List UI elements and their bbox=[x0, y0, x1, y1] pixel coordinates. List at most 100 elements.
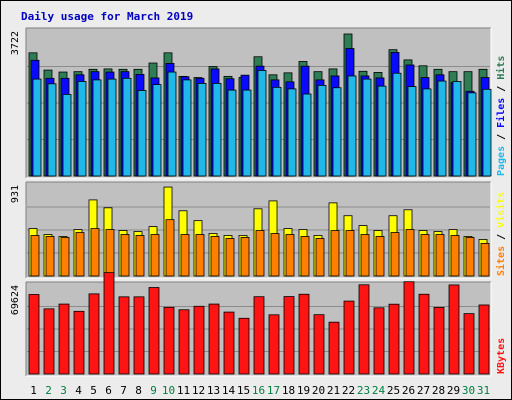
x-tick-label-day-31: 31 bbox=[477, 384, 490, 397]
x-tick-label-day-11: 11 bbox=[177, 384, 190, 397]
bar-sites-day-28 bbox=[435, 234, 445, 277]
bar-sites-day-2 bbox=[45, 236, 55, 277]
bar-kbytes-day-19 bbox=[298, 293, 310, 375]
bar-sites-day-1 bbox=[30, 235, 40, 277]
x-tick-label-day-1: 1 bbox=[30, 384, 37, 397]
bar-sites-day-11 bbox=[180, 234, 190, 277]
chart-title: Daily usage for March 2019 bbox=[21, 10, 193, 23]
bar-pages-day-26 bbox=[407, 86, 417, 177]
bar-pages-day-16 bbox=[257, 70, 267, 177]
x-tick-label-day-29: 29 bbox=[447, 384, 460, 397]
bar-kbytes-day-6 bbox=[103, 272, 115, 375]
bar-kbytes-day-13 bbox=[208, 303, 220, 375]
bar-kbytes-day-4 bbox=[73, 310, 85, 375]
legend-visits_sites: Sites / Visits bbox=[495, 192, 507, 276]
bar-sites-day-26 bbox=[405, 229, 415, 277]
x-tick-label-day-28: 28 bbox=[432, 384, 445, 397]
x-tick-label-day-12: 12 bbox=[192, 384, 205, 397]
bar-pages-day-18 bbox=[287, 88, 297, 177]
y-max-label: 3722 bbox=[10, 31, 21, 55]
legend-item-files: Files bbox=[495, 98, 507, 128]
legend-item-pages: Pages bbox=[496, 146, 507, 176]
x-tick-label-day-7: 7 bbox=[120, 384, 127, 397]
bar-pages-day-31 bbox=[482, 88, 492, 177]
bar-pages-day-14 bbox=[227, 89, 237, 177]
x-tick-label-day-16: 16 bbox=[252, 384, 265, 397]
legend-kbytes: KBytes bbox=[496, 338, 507, 374]
bar-kbytes-day-12 bbox=[193, 305, 205, 375]
bar-pages-day-2 bbox=[47, 83, 57, 177]
bar-pages-day-3 bbox=[62, 94, 72, 177]
bar-pages-day-11 bbox=[182, 79, 192, 177]
bar-pages-day-1 bbox=[32, 78, 42, 177]
legend-separator: / bbox=[496, 228, 507, 246]
x-tick-label-day-5: 5 bbox=[90, 384, 97, 397]
bar-pages-day-9 bbox=[152, 84, 162, 177]
bar-pages-day-10 bbox=[167, 71, 177, 177]
bar-kbytes-day-25 bbox=[388, 303, 400, 375]
bar-kbytes-day-16 bbox=[253, 296, 265, 375]
bar-kbytes-day-3 bbox=[58, 303, 70, 375]
bar-kbytes-day-26 bbox=[403, 281, 415, 375]
bar-kbytes-day-27 bbox=[418, 293, 430, 375]
bar-pages-day-24 bbox=[377, 85, 387, 177]
y-max-label: 931 bbox=[10, 185, 21, 203]
bar-kbytes-day-28 bbox=[433, 307, 445, 375]
bar-kbytes-day-15 bbox=[238, 317, 250, 375]
bar-kbytes-day-29 bbox=[448, 284, 460, 375]
x-tick-label-day-13: 13 bbox=[207, 384, 220, 397]
bar-sites-day-23 bbox=[360, 234, 370, 277]
bar-pages-day-22 bbox=[347, 75, 357, 177]
bar-kbytes-day-2 bbox=[43, 308, 55, 375]
x-tick-label-day-2: 2 bbox=[45, 384, 52, 397]
bar-sites-day-4 bbox=[75, 232, 85, 277]
bar-sites-day-8 bbox=[135, 235, 145, 277]
bar-pages-day-27 bbox=[422, 88, 432, 177]
bar-sites-day-24 bbox=[375, 236, 385, 277]
bar-sites-day-21 bbox=[330, 230, 340, 277]
bar-pages-day-20 bbox=[317, 84, 327, 177]
bar-kbytes-day-9 bbox=[148, 287, 160, 375]
bar-sites-day-30 bbox=[465, 237, 475, 277]
bar-kbytes-day-20 bbox=[313, 314, 325, 375]
panel-visits_sites: 931 Sites / Visits bbox=[10, 181, 507, 279]
legend-pages_files_hits: Pages / Files / Hits bbox=[495, 56, 507, 176]
x-tick-label-day-21: 21 bbox=[327, 384, 340, 397]
bar-kbytes-day-22 bbox=[343, 300, 355, 375]
bar-sites-day-18 bbox=[285, 234, 295, 277]
bar-kbytes-day-11 bbox=[178, 309, 190, 375]
bar-sites-day-17 bbox=[270, 233, 280, 277]
x-tick-label-day-25: 25 bbox=[387, 384, 400, 397]
bar-sites-day-13 bbox=[210, 236, 220, 277]
bar-sites-day-27 bbox=[420, 234, 430, 277]
x-tick-label-day-24: 24 bbox=[372, 384, 386, 397]
x-tick-label-day-10: 10 bbox=[162, 384, 175, 397]
x-tick-label-day-20: 20 bbox=[312, 384, 325, 397]
x-tick-label-day-15: 15 bbox=[237, 384, 250, 397]
bar-sites-day-29 bbox=[450, 235, 460, 277]
bar-pages-day-30 bbox=[467, 92, 477, 177]
x-tick-label-day-23: 23 bbox=[357, 384, 370, 397]
bar-sites-day-15 bbox=[240, 237, 250, 277]
legend-item-hits: Hits bbox=[495, 56, 507, 80]
bar-pages-day-21 bbox=[332, 87, 342, 177]
x-tick-label-day-4: 4 bbox=[75, 384, 82, 397]
bar-pages-day-7 bbox=[122, 77, 132, 177]
bar-kbytes-day-5 bbox=[88, 293, 100, 375]
x-tick-label-day-26: 26 bbox=[402, 384, 415, 397]
bar-kbytes-day-18 bbox=[283, 296, 295, 375]
bar-kbytes-day-1 bbox=[28, 294, 40, 375]
bar-kbytes-day-7 bbox=[118, 296, 130, 375]
y-max-label: 69624 bbox=[10, 285, 21, 315]
bar-sites-day-6 bbox=[105, 229, 115, 277]
bar-pages-day-8 bbox=[137, 90, 147, 177]
bar-kbytes-day-31 bbox=[478, 304, 490, 375]
panel-kbytes: 69624 KBytes bbox=[10, 272, 507, 377]
bar-pages-day-12 bbox=[197, 83, 207, 177]
bar-pages-day-28 bbox=[437, 80, 447, 177]
bar-sites-day-10 bbox=[165, 219, 175, 277]
x-tick-label-day-9: 9 bbox=[150, 384, 157, 397]
x-tick-label-day-3: 3 bbox=[60, 384, 67, 397]
